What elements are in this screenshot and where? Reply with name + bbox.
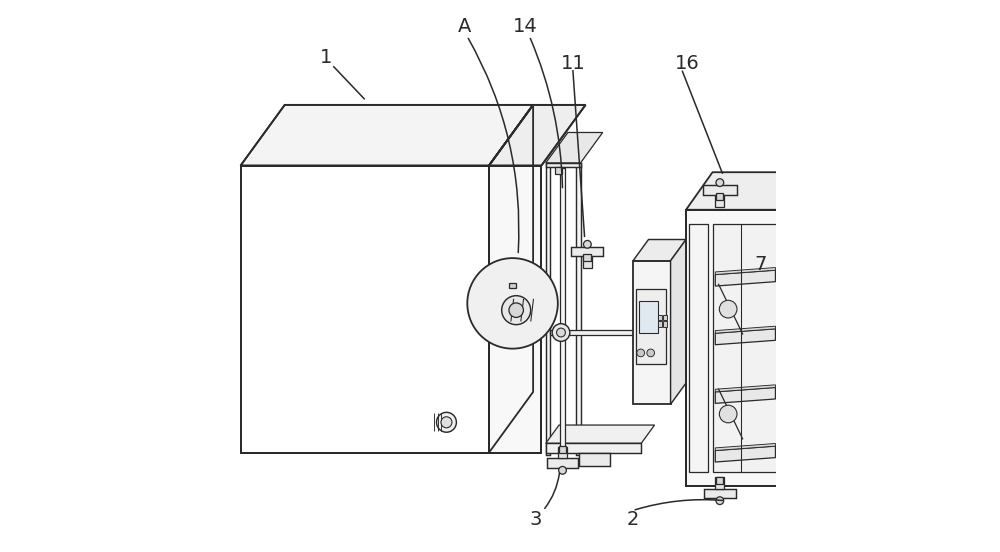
Circle shape [716, 179, 724, 187]
Polygon shape [489, 105, 586, 166]
Polygon shape [715, 270, 775, 286]
Bar [576, 163, 581, 455]
Bar [571, 247, 603, 257]
Polygon shape [715, 329, 775, 344]
Polygon shape [671, 240, 686, 404]
Circle shape [716, 497, 724, 505]
Bar [658, 315, 662, 320]
Bar [663, 315, 667, 320]
Polygon shape [686, 210, 783, 486]
Polygon shape [546, 425, 655, 443]
Polygon shape [715, 446, 775, 462]
Bar [716, 476, 723, 484]
Bar [703, 185, 737, 195]
Polygon shape [489, 105, 533, 453]
Circle shape [583, 241, 591, 248]
Polygon shape [715, 268, 775, 274]
Polygon shape [686, 172, 809, 210]
Circle shape [719, 300, 737, 318]
Bar [583, 254, 591, 261]
Bar [550, 330, 636, 335]
Bar [546, 163, 581, 167]
Bar [555, 167, 562, 174]
Bar [560, 168, 565, 455]
Circle shape [557, 328, 565, 337]
Text: 16: 16 [675, 54, 700, 73]
Polygon shape [715, 388, 775, 404]
Bar [558, 447, 567, 458]
Bar [546, 163, 550, 455]
Bar [715, 477, 724, 489]
Polygon shape [715, 326, 775, 333]
Text: A: A [457, 17, 471, 36]
Text: 7: 7 [754, 256, 767, 274]
Circle shape [502, 296, 531, 325]
Bar [713, 224, 779, 472]
Polygon shape [633, 240, 686, 261]
Bar [704, 489, 736, 498]
Circle shape [509, 303, 523, 317]
Text: 2: 2 [626, 511, 639, 529]
Polygon shape [546, 132, 603, 163]
Text: 11: 11 [560, 54, 585, 73]
Bar [509, 283, 516, 288]
Circle shape [467, 258, 558, 349]
Polygon shape [715, 385, 775, 392]
Bar [689, 224, 708, 472]
Circle shape [637, 349, 645, 357]
Bar [546, 443, 641, 453]
Polygon shape [715, 443, 775, 450]
Bar [639, 301, 658, 333]
Bar [716, 193, 723, 200]
Circle shape [437, 412, 456, 432]
Text: 1: 1 [320, 49, 332, 67]
Bar [715, 195, 724, 206]
Circle shape [647, 349, 655, 357]
Circle shape [441, 417, 452, 428]
Circle shape [552, 323, 570, 341]
Polygon shape [489, 166, 541, 453]
Text: 14: 14 [512, 17, 537, 36]
Bar [633, 261, 671, 404]
Bar [636, 289, 666, 364]
Polygon shape [241, 105, 533, 166]
Bar [547, 458, 578, 468]
Bar [583, 257, 592, 268]
Bar [579, 453, 610, 466]
Bar [559, 446, 566, 454]
Polygon shape [783, 172, 809, 486]
Circle shape [559, 466, 566, 474]
Circle shape [719, 405, 737, 423]
Bar [658, 321, 662, 327]
Text: 3: 3 [530, 511, 542, 529]
Polygon shape [241, 166, 489, 453]
Bar [663, 321, 667, 327]
